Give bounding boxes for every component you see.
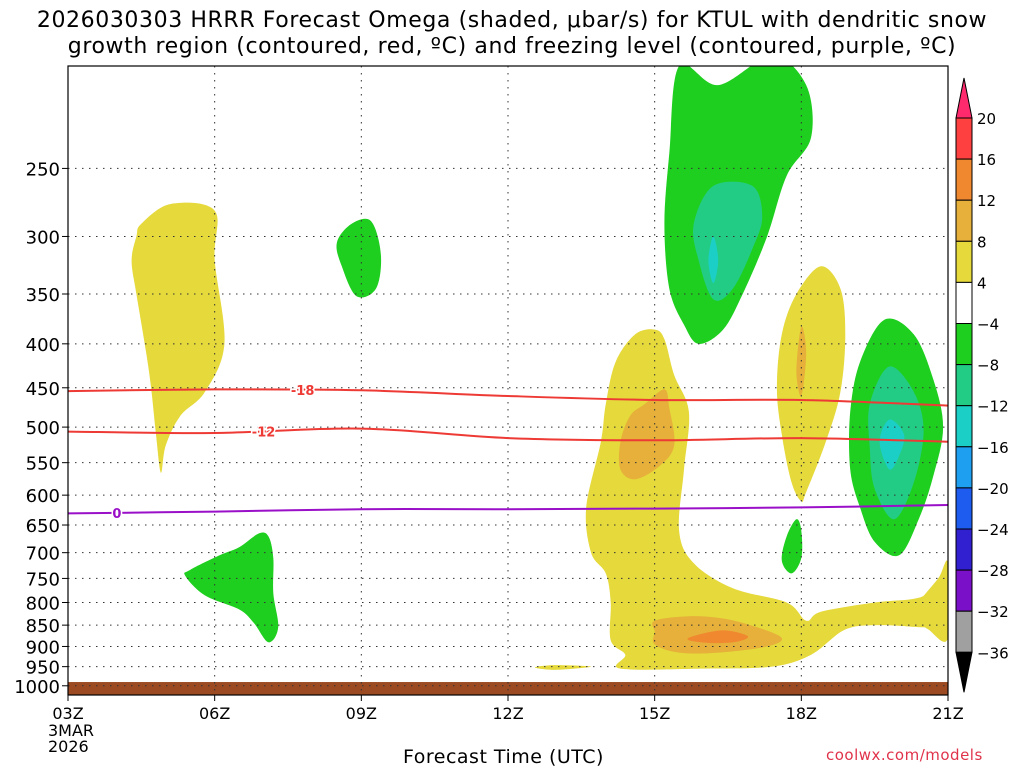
- y-tick-label-900: 900: [26, 637, 60, 658]
- y-tick-label-950: 950: [26, 658, 60, 679]
- y-tick-label-350: 350: [26, 285, 60, 306]
- y-tick-label-850: 850: [26, 616, 60, 637]
- x-axis-title: Forecast Time (UTC): [403, 746, 604, 768]
- omega-pos4-c: [534, 665, 592, 670]
- freezing-level-line: [67, 504, 949, 515]
- chart-title-line2: growth region (contoured, red, ºC) and f…: [67, 34, 957, 59]
- dgz-top-line: [67, 388, 949, 407]
- x-tick-label-18Z: 18Z: [786, 704, 817, 723]
- colorbar-bin-6: [955, 364, 973, 407]
- colorbar-bin-10: [955, 528, 973, 571]
- x-tick-label-03Z: 03Z: [52, 704, 83, 723]
- freezing-level-label: 0: [112, 507, 121, 522]
- x-tick-label-21Z: 21Z: [932, 704, 963, 723]
- colorbar-bin-7: [955, 405, 973, 448]
- omega-pos8-b: [618, 389, 675, 480]
- credit-link[interactable]: coolwx.com/models: [826, 746, 983, 764]
- y-tick-label-650: 650: [26, 516, 60, 537]
- y-tick-label-700: 700: [26, 544, 60, 565]
- omega-neg4-b: [184, 532, 279, 643]
- dgz-bottom-line: [67, 427, 949, 443]
- x-tick-label-09Z: 09Z: [346, 704, 377, 723]
- colorbar-bin-12: [955, 610, 973, 653]
- colorbar-bin-2: [955, 199, 973, 242]
- colorbar-label-6: −8: [977, 357, 999, 375]
- colorbar-label-3: 8: [977, 233, 987, 251]
- temperature-contours: -18 -12 0: [67, 382, 949, 523]
- y-tick-label-750: 750: [26, 569, 60, 590]
- surface-terrain: [68, 682, 948, 695]
- omega-shading: [131, 66, 948, 670]
- y-tick-label-800: 800: [26, 594, 60, 615]
- x-tick-label-15Z: 15Z: [639, 704, 670, 723]
- colorbar-label-4: 4: [977, 274, 987, 292]
- y-tick-label-400: 400: [26, 335, 60, 356]
- colorbar-label-2: 12: [977, 192, 996, 210]
- colorbar-bottom-arrow: [955, 651, 973, 693]
- date-label-year: 2026: [48, 737, 89, 756]
- y-tick-label-600: 600: [26, 486, 60, 507]
- y-tick-label-250: 250: [26, 159, 60, 180]
- colorbar-label-1: 16: [977, 151, 996, 169]
- surface-fill: [68, 682, 948, 695]
- omega-neg4-d: [781, 519, 803, 574]
- dgz-top-label: -18: [291, 384, 315, 399]
- x-axis: 03Z 06Z 09Z 12Z 15Z 18Z 21Z: [52, 695, 964, 723]
- omega-pos4-d: [776, 266, 846, 502]
- y-tick-label-1000: 1000: [14, 677, 60, 698]
- colorbar-label-12: −32: [977, 603, 1009, 621]
- colorbar: 20 16 12 8 4 −4 −8 −12 −16 −20 −24 −28 −32 −36: [955, 77, 1009, 693]
- colorbar-bin-1: [955, 158, 973, 201]
- colorbar-bin-8: [955, 446, 973, 489]
- y-axis: 2503003504004505005506006507007508008509…: [14, 159, 68, 698]
- y-tick-label-500: 500: [26, 418, 60, 439]
- chart-title-line1: 2026030303 HRRR Forecast Omega (shaded, …: [36, 8, 988, 33]
- omega-neg12-c: [708, 236, 719, 284]
- colorbar-label-11: −28: [977, 562, 1009, 580]
- colorbar-bin-3: [955, 240, 973, 283]
- omega-pos4-f: [913, 560, 948, 642]
- date-label-day: 3MAR: [48, 721, 95, 740]
- colorbar-bin-5: [955, 323, 973, 366]
- colorbar-label-10: −24: [977, 521, 1009, 539]
- colorbar-bin-9: [955, 487, 973, 530]
- dgz-bottom-label: -12: [252, 426, 276, 441]
- omega-pos4-b: [585, 329, 948, 670]
- omega-neg4-a: [336, 218, 382, 298]
- x-tick-label-12Z: 12Z: [492, 704, 523, 723]
- colorbar-label-9: −20: [977, 480, 1009, 498]
- omega-pos12-c: [687, 630, 749, 644]
- colorbar-top-arrow: [955, 77, 973, 119]
- colorbar-label-13: −36: [977, 644, 1009, 662]
- omega-neg12-e: [879, 419, 905, 470]
- colorbar-bin-0: [955, 117, 973, 160]
- colorbar-bin-11: [955, 569, 973, 612]
- y-tick-label-450: 450: [26, 379, 60, 400]
- y-tick-label-300: 300: [26, 227, 60, 248]
- colorbar-label-7: −12: [977, 398, 1009, 416]
- colorbar-label-5: −4: [977, 316, 999, 334]
- omega-pos4-a: [131, 202, 225, 473]
- x-tick-label-06Z: 06Z: [199, 704, 230, 723]
- colorbar-label-0: 20: [977, 110, 996, 128]
- colorbar-bin-4: [955, 281, 973, 324]
- colorbar-label-8: −16: [977, 439, 1009, 457]
- y-tick-label-550: 550: [26, 454, 60, 475]
